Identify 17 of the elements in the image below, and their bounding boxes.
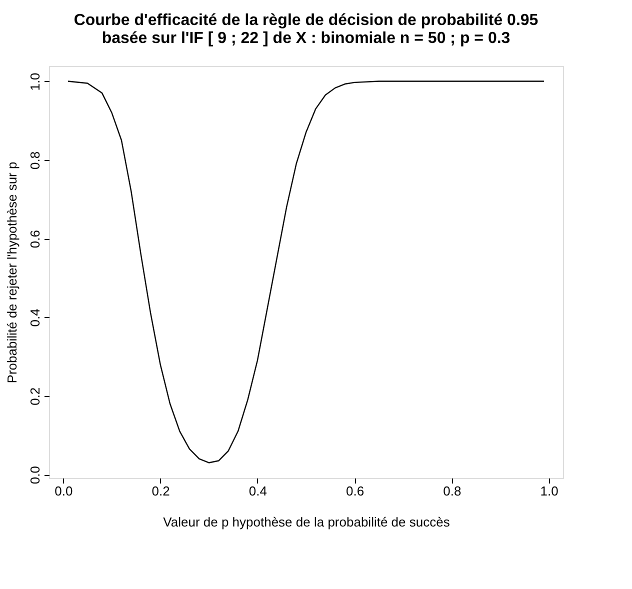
y-tick-label: 1.0 xyxy=(28,72,42,91)
line-series xyxy=(67,80,545,464)
x-tick-label: 1.0 xyxy=(540,484,558,498)
text: Courbe d'efficacité de la règle de décision de probabilité 0.95 xyxy=(74,12,538,29)
y-tick-label: 0.8 xyxy=(28,151,42,170)
x-tick-label: 0.0 xyxy=(54,484,73,498)
x-tick-label: 0.2 xyxy=(152,484,170,498)
x-axis-title: Valeur de p hypothèse de la probabilité de succès xyxy=(163,514,450,530)
x-tick-label: 0.4 xyxy=(248,484,267,498)
y-tick-label: 0.6 xyxy=(28,230,42,248)
y-tick-label: 0.0 xyxy=(28,466,42,484)
y-tick-label: 0.2 xyxy=(28,387,42,406)
y-axis-title: Probabilité de rejeter l'hypothèse sur p xyxy=(4,162,20,384)
text: basée sur l'IF [ 9 ; 22 ] de X : binomiale n = 50 ; p = 0.3 xyxy=(102,30,510,47)
x-tick-label: 0.8 xyxy=(443,484,462,498)
x-tick-label: 0.6 xyxy=(346,484,364,498)
y-tick-label: 0.4 xyxy=(28,308,42,327)
